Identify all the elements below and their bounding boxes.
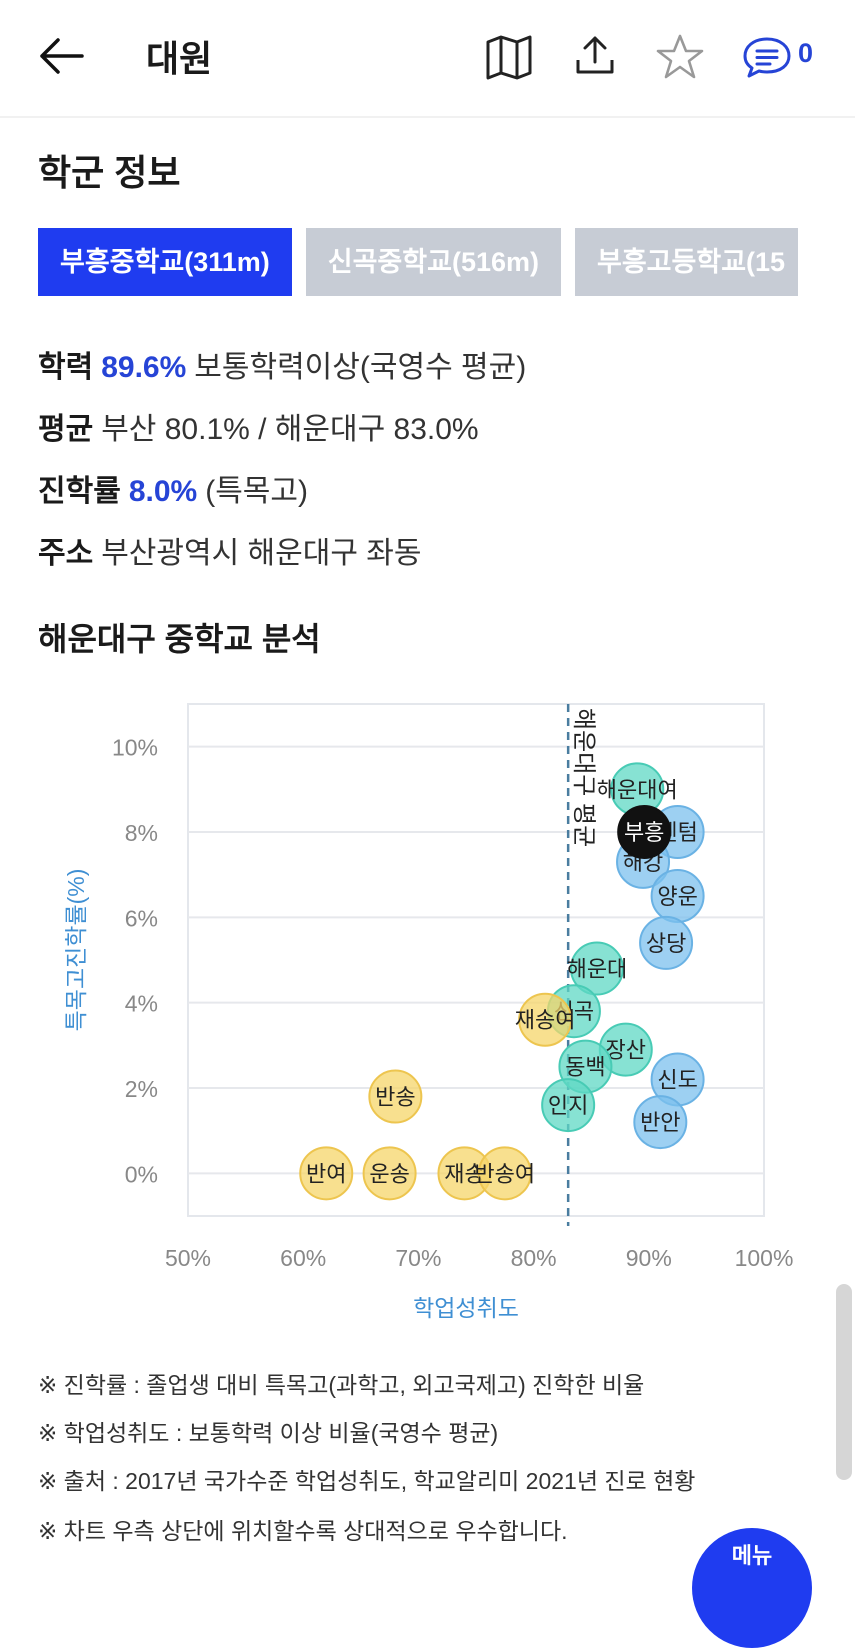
x-tick-label: 90% xyxy=(626,1245,672,1271)
point-label: 장산 xyxy=(606,1038,646,1063)
info-advancement: 진학률 8.0% (특목고) xyxy=(38,466,308,510)
info-average-text: 부산 80.1% / 해운대구 83.0% xyxy=(101,413,479,446)
point-해운대 xyxy=(569,941,624,996)
y-tick-label: 4% xyxy=(125,991,158,1017)
point-label: 운송 xyxy=(369,1161,409,1186)
y-tick-label: 8% xyxy=(125,820,158,846)
star-icon[interactable] xyxy=(653,30,707,84)
note-source: ※ 출처 : 2017년 국가수준 학업성취도, 학교알리미 2021년 진로 … xyxy=(38,1468,696,1494)
tab-school-2[interactable]: 신곡중학교(516m) xyxy=(305,228,561,296)
x-tick-label: 100% xyxy=(735,1245,794,1271)
x-tick-label: 50% xyxy=(165,1245,211,1271)
info-address-text: 부산광역시 해운대구 좌동 xyxy=(101,537,422,570)
info-advancement-value: 8.0% xyxy=(128,475,198,508)
app-header: 대원 0 xyxy=(0,0,855,118)
point-label: 부흥 xyxy=(624,820,664,845)
school-tabs: 부흥중학교(311m) 신곡중학교(516m) 부흥고등학교(15 xyxy=(38,228,798,296)
point-label: 상당 xyxy=(646,931,686,956)
y-axis-label: 특목고진학률(%) xyxy=(63,869,89,1032)
x-tick-label: 80% xyxy=(511,1245,557,1271)
point-반송여 xyxy=(477,1146,532,1201)
point-부흥 xyxy=(617,805,672,859)
point-label: 반여 xyxy=(306,1161,346,1186)
x-axis-label: 학업성취도 xyxy=(413,1295,519,1321)
y-tick-label: 10% xyxy=(112,735,158,761)
info-advancement-label: 진학률 xyxy=(38,475,121,508)
y-tick-label: 6% xyxy=(125,905,158,931)
point-재송여 xyxy=(518,992,573,1047)
info-address-label: 주소 xyxy=(38,537,94,570)
x-tick-label: 70% xyxy=(395,1245,441,1271)
point-label: 해운대 xyxy=(567,957,628,982)
comment-count: 0 xyxy=(798,38,814,68)
info-achievement: 학력 89.6% 보통학력이상(국영수 평균) xyxy=(38,342,526,386)
tab-school-3[interactable]: 부흥고등학교(15 xyxy=(575,228,798,296)
section-title: 학군 정보 xyxy=(38,152,181,193)
point-label: 반송여 xyxy=(474,1161,535,1186)
point-label: 해운대여 xyxy=(597,777,678,802)
point-반송 xyxy=(368,1069,423,1124)
note-advancement: ※ 진학률 : 졸업생 대비 특목고(과학고, 외고국제고) 진학한 비율 xyxy=(38,1372,645,1398)
plot-frame xyxy=(187,703,765,1217)
y-tick-label: 2% xyxy=(125,1076,158,1102)
note-interpretation: ※ 차트 우측 상단에 위치할수록 상대적으로 우수합니다. xyxy=(38,1518,568,1544)
chat-bubble-icon[interactable] xyxy=(740,30,794,84)
share-upload-icon[interactable] xyxy=(568,30,622,84)
x-tick-label: 60% xyxy=(280,1245,326,1271)
point-label: 인지 xyxy=(548,1093,588,1118)
point-label: 동백 xyxy=(565,1055,605,1080)
scrollbar-thumb[interactable] xyxy=(836,1284,852,1480)
note-achievement: ※ 학업성취도 : 보통학력 이상 비율(국영수 평균) xyxy=(38,1420,499,1446)
point-반여 xyxy=(299,1146,354,1201)
back-arrow-icon[interactable] xyxy=(36,30,88,82)
point-label: 반송 xyxy=(375,1085,415,1110)
point-label: 반안 xyxy=(640,1110,680,1135)
point-반안 xyxy=(633,1095,688,1150)
page-title: 대원 xyxy=(146,38,213,79)
reference-line-label: 해운대구 평균 xyxy=(570,708,597,847)
y-tick-label: 0% xyxy=(125,1161,158,1187)
info-achievement-value: 89.6% xyxy=(101,351,187,384)
info-achievement-text: 보통학력이상(국영수 평균) xyxy=(194,351,527,384)
info-average-label: 평균 xyxy=(38,413,94,446)
point-상당 xyxy=(639,915,694,970)
tab-school-1[interactable]: 부흥중학교(311m) xyxy=(38,228,292,296)
info-advancement-text: (특목고) xyxy=(205,475,308,508)
info-average: 평균 부산 80.1% / 해운대구 83.0% xyxy=(38,404,479,448)
point-label: 양운 xyxy=(657,884,697,909)
point-label: 신도 xyxy=(657,1067,697,1092)
point-운송 xyxy=(362,1146,417,1201)
point-인지 xyxy=(541,1078,596,1133)
map-book-icon[interactable] xyxy=(482,30,536,84)
info-achievement-label: 학력 xyxy=(38,351,94,384)
menu-fab-button[interactable]: 메뉴 xyxy=(692,1528,812,1648)
point-label: 재송여 xyxy=(515,1008,576,1033)
scatter-chart: 0% 2% 4% 6% 8% 10% 50% 60% 70% 80% 90% 100% 학업성취도 특목고… xyxy=(63,703,794,1321)
info-address: 주소 부산광역시 해운대구 좌동 xyxy=(38,528,421,572)
chart-title: 해운대구 중학교 분석 xyxy=(38,621,321,657)
